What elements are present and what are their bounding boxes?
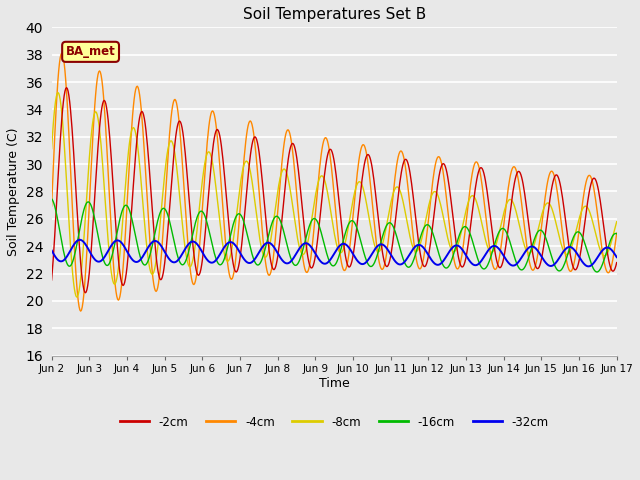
- Title: Soil Temperatures Set B: Soil Temperatures Set B: [243, 7, 426, 22]
- Y-axis label: Soil Temperature (C): Soil Temperature (C): [7, 127, 20, 256]
- Legend: -2cm, -4cm, -8cm, -16cm, -32cm: -2cm, -4cm, -8cm, -16cm, -32cm: [115, 411, 554, 433]
- Text: BA_met: BA_met: [66, 45, 115, 59]
- X-axis label: Time: Time: [319, 377, 349, 390]
